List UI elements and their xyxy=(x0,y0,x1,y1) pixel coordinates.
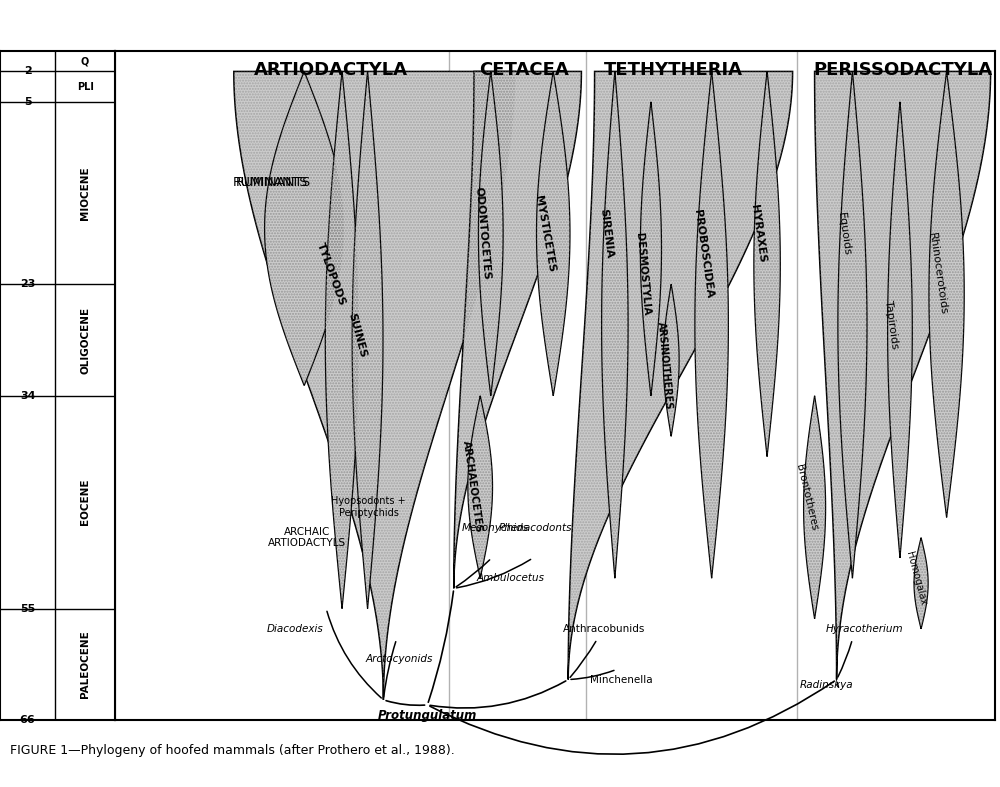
Text: DESMOSTYLIA: DESMOSTYLIA xyxy=(634,232,652,316)
Text: Radinskya: Radinskya xyxy=(799,680,853,689)
Polygon shape xyxy=(914,538,928,629)
Text: ARCHAEOCETES: ARCHAEOCETES xyxy=(461,440,484,534)
Text: 55: 55 xyxy=(20,604,35,614)
Polygon shape xyxy=(537,72,570,396)
Text: PLI: PLI xyxy=(77,82,94,91)
Polygon shape xyxy=(602,72,628,578)
Text: ODONTOCETES: ODONTOCETES xyxy=(474,187,492,281)
Text: RUMINANTS: RUMINANTS xyxy=(236,176,311,190)
Text: Ambulocetus: Ambulocetus xyxy=(477,573,545,583)
Text: Brontotheres: Brontotheres xyxy=(794,463,819,531)
Text: MYSTICETES: MYSTICETES xyxy=(533,194,556,273)
Text: TETHYTHERIA: TETHYTHERIA xyxy=(604,61,743,79)
Text: Protungulatum: Protungulatum xyxy=(378,708,477,722)
Polygon shape xyxy=(454,72,581,589)
Polygon shape xyxy=(695,72,728,578)
Text: SUINES: SUINES xyxy=(346,312,368,358)
Polygon shape xyxy=(838,72,867,578)
Text: PALEOCENE: PALEOCENE xyxy=(80,630,90,698)
Text: OLIGOCENE: OLIGOCENE xyxy=(80,306,90,374)
Text: 66: 66 xyxy=(20,715,35,725)
Text: Equoids: Equoids xyxy=(836,211,852,256)
Text: Phenacodonts: Phenacodonts xyxy=(499,523,572,533)
Text: Arctocyonids: Arctocyonids xyxy=(366,654,433,664)
Text: Anthracobunids: Anthracobunids xyxy=(563,624,645,634)
Text: 2: 2 xyxy=(24,66,31,76)
Polygon shape xyxy=(568,72,793,679)
Text: Rhinocerotoids: Rhinocerotoids xyxy=(927,232,949,316)
Text: ARCHAIC
ARTIODACTYLS: ARCHAIC ARTIODACTYLS xyxy=(268,527,346,549)
Text: Mesonychids: Mesonychids xyxy=(462,523,529,533)
Text: Diacodexis: Diacodexis xyxy=(267,624,324,634)
Polygon shape xyxy=(754,72,780,456)
Text: PROBOSCIDEA: PROBOSCIDEA xyxy=(692,209,714,299)
Polygon shape xyxy=(325,72,359,608)
Text: Hyopsodonts +
Periptychids: Hyopsodonts + Periptychids xyxy=(331,497,406,518)
Text: ARTIODACTYLA: ARTIODACTYLA xyxy=(254,61,408,79)
Polygon shape xyxy=(265,72,344,386)
Text: ARSINOITHERES: ARSINOITHERES xyxy=(656,321,674,410)
Text: MIOCENE: MIOCENE xyxy=(80,166,90,220)
Text: CETACEA: CETACEA xyxy=(479,61,569,79)
Polygon shape xyxy=(234,72,515,700)
Text: HYRAXES: HYRAXES xyxy=(749,204,767,264)
Text: 5: 5 xyxy=(24,97,31,107)
Text: Hyracotherium: Hyracotherium xyxy=(826,624,904,634)
Text: 23: 23 xyxy=(20,279,35,290)
Polygon shape xyxy=(815,72,991,679)
Polygon shape xyxy=(663,284,679,436)
Polygon shape xyxy=(352,72,383,608)
Text: FIGURE 1—Phylogeny of hoofed mammals (after Prothero et al., 1988).: FIGURE 1—Phylogeny of hoofed mammals (af… xyxy=(10,744,455,757)
Text: Homogalax: Homogalax xyxy=(904,550,928,606)
Polygon shape xyxy=(929,72,964,517)
Text: EOCENE: EOCENE xyxy=(80,479,90,526)
Text: RUMINANTS: RUMINANTS xyxy=(232,176,308,190)
Text: SIRENIA: SIRENIA xyxy=(598,209,614,259)
Text: PERISSODACTYLA: PERISSODACTYLA xyxy=(813,61,992,79)
Text: TYLOPODS: TYLOPODS xyxy=(315,241,347,307)
Polygon shape xyxy=(478,72,503,396)
Text: Minchenella: Minchenella xyxy=(590,674,652,685)
Polygon shape xyxy=(804,396,826,619)
Polygon shape xyxy=(888,102,912,558)
Text: Q: Q xyxy=(81,57,89,66)
Polygon shape xyxy=(468,396,493,578)
Text: Tapiroids: Tapiroids xyxy=(883,300,900,349)
Text: 34: 34 xyxy=(20,391,35,401)
Polygon shape xyxy=(640,102,661,396)
